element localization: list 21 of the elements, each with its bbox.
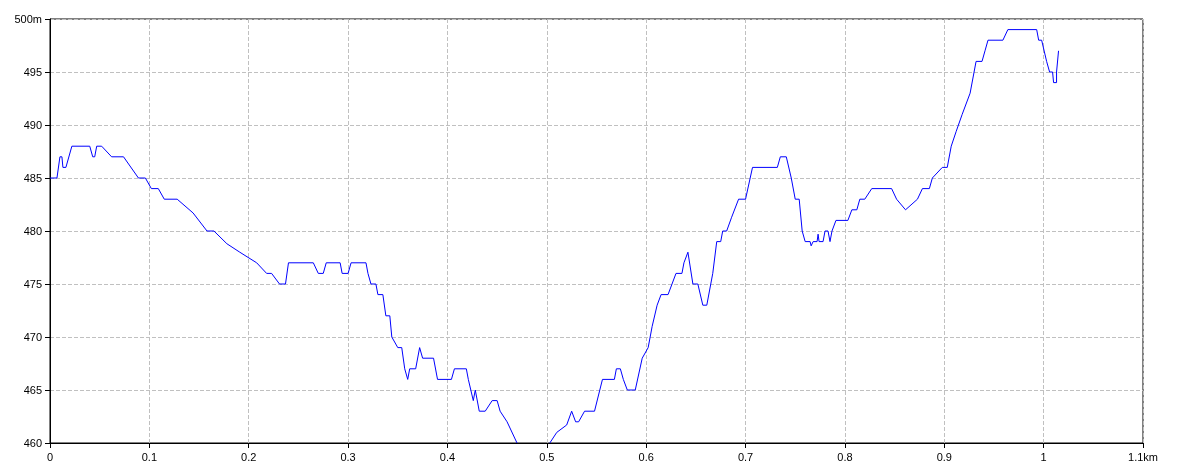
y-tick-label: 465: [23, 384, 42, 396]
y-tick-label: 460: [23, 437, 42, 449]
x-tick-label: 0.5: [539, 450, 555, 463]
x-tick-label: 1: [1040, 450, 1047, 463]
y-tick-label: 500m: [14, 13, 42, 25]
x-tick-label: 0.4: [439, 450, 456, 463]
x-tick-label: 0.9: [936, 450, 952, 463]
x-tick-label: 0.3: [340, 450, 356, 463]
x-tick-label: 0.8: [837, 450, 853, 463]
x-tick-label: 0.6: [638, 450, 654, 463]
x-tick-label: 0.7: [737, 450, 754, 463]
x-tick-label: 1.1km: [1128, 450, 1158, 463]
y-tick-label: 490: [23, 119, 42, 131]
y-tick-label: 480: [23, 225, 42, 237]
y-tick-label: 485: [23, 172, 42, 184]
x-tick-label: 0.1: [141, 450, 158, 463]
x-tick-label: 0.2: [241, 450, 257, 463]
y-tick-label: 470: [23, 331, 42, 343]
y-tick-label: 495: [23, 66, 42, 78]
x-tick-label: 0: [46, 450, 54, 463]
y-tick-label: 475: [23, 278, 42, 290]
